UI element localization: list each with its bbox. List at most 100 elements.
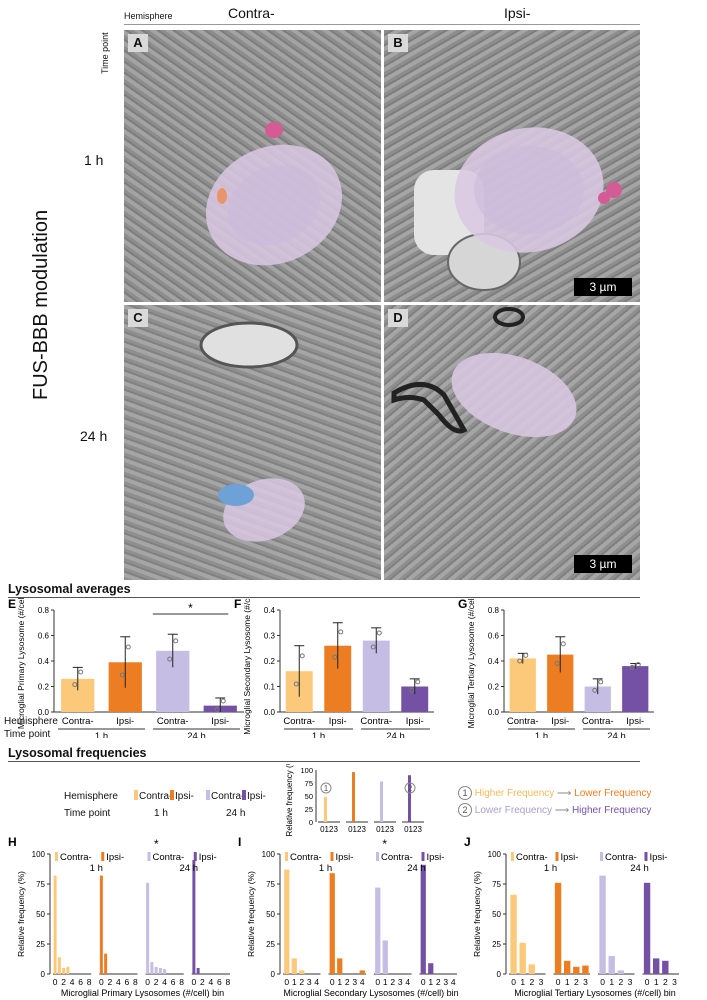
timepoint-label: Time point [100,32,110,74]
y-axis-label: Relative frequency (%) [16,871,26,957]
inline-legend-label: Contra- [290,852,322,863]
bar-g-0 [509,658,536,712]
freq-bar-i-3-1 [428,963,434,974]
micrograph-b-art [414,127,622,291]
bin-tick-label: 6 [78,977,83,987]
data-point [338,629,344,635]
bin-tick-label: 2 [108,977,113,987]
freq-bar-h-1-1 [104,953,108,974]
freq-bar-j-3-2 [662,960,669,974]
inset-x-tick-label: 0123 [376,825,394,834]
panel-letter-i: I [238,836,241,849]
bin-tick-label: 0 [192,977,197,987]
panel-letter-c: C [128,309,148,327]
data-point [415,679,421,685]
bar-g-3 [622,666,649,712]
inset-marker-1 [320,782,332,794]
data-point [517,658,523,664]
averages-divider [8,597,640,598]
data-point [220,698,226,704]
inset-bar-1 [352,772,355,822]
data-point [370,644,376,650]
bin-tick-label: 4 [209,977,214,987]
inline-legend-swatch [555,852,559,861]
micrograph-panel-d: D 3 µm [384,305,640,580]
inline-timepoint-1h: 1 h [90,863,103,874]
y-axis-label: Microglial Secondary Lysosome (#/cell) [242,598,252,735]
freq-bar-j-2-0 [599,875,606,974]
inset-bar-0 [324,797,327,822]
bin-tick-label: 2 [529,977,534,987]
bin-tick-label: 2 [154,977,159,987]
freq-bar-h-2-2 [154,966,158,974]
freq-bar-i-0-0 [284,869,290,974]
x-axis-label: Microglial Tertiary Lysosomes (#/cell) b… [514,988,676,998]
y-tick-label: 0.1 [264,683,276,692]
x-tick-label: Ipsi- [329,716,347,727]
bin-tick-label: 8 [133,977,138,987]
inline-legend-swatch [147,852,151,861]
x-axis-label: Microglial Primary Lysosomes (#/cell) bi… [61,988,224,998]
inline-legend-label: Contra- [60,852,92,863]
legend-swatch [242,790,246,800]
bin-tick-label: 0 [511,977,516,987]
timepoint-label-24h: 24 h [187,731,206,738]
x-axis-label: Microglial Secondary Lysosomes (#/cell) … [283,988,458,998]
data-point [167,656,173,662]
data-point [629,664,635,670]
inset-x-tick-label: 0123 [404,825,422,834]
freq-bar-i-2-1 [382,940,388,974]
data-point [592,687,598,693]
y-tick-label: 0 [271,970,276,979]
y-tick-label: 0.8 [488,606,500,615]
panel-letter-a: A [128,34,148,52]
note2-lower: Lower Frequency [474,805,553,816]
data-point [409,687,415,693]
freq-bar-j-1-1 [563,960,571,974]
inset-bar-2 [380,781,383,822]
data-point [554,661,560,667]
freq-bar-h-0-3 [66,966,70,974]
x-tick-label: Contra- [157,716,189,727]
bin-tick-label: 6 [217,977,222,987]
bin-tick-label: 4 [70,977,75,987]
bin-tick-label: 4 [162,977,167,987]
bin-tick-label: 4 [116,977,121,987]
averages-charts: E 0.0 0.2 0.4 0.6 0.8 Microglial Primary Lysos… [8,598,654,738]
note1-arrow-icon: ⟶ [557,788,572,799]
y-tick-label: 75 [492,880,501,889]
inline-timepoint-1h: 1 h [319,863,332,874]
note2-higher: Higher Frequency [571,805,652,816]
note1-lower: Lower Frequency [574,788,652,799]
y-tick-label: 0.6 [38,632,50,641]
inline-legend-swatch [376,852,379,861]
scale-bar-d: 3 µm [574,555,632,573]
bin-tick-label: 1 [292,977,297,987]
bin-tick-label: 0 [645,977,650,987]
inline-legend-swatch [511,852,514,861]
freq-legend: Contra- Ipsi- Contra- Ipsi- 1 h 24 h [134,790,274,820]
data-point [78,669,84,675]
y-tick-label: 100 [32,850,46,859]
inline-legend-swatch [101,852,105,861]
freq-bar-j-1-3 [582,965,589,974]
legend-swatch [134,790,138,800]
freq-bar-i-0-1 [291,958,297,974]
freq-bar-j-0-0 [510,894,517,974]
bin-tick-label: 0 [330,977,335,987]
note2-number: 2 [458,803,472,817]
y-tick-label: 25 [266,940,275,949]
inline-legend-swatch [55,852,58,861]
bin-tick-label: 4 [405,977,410,987]
bin-tick-label: 6 [171,977,176,987]
timepoint-label-24h: 24 h [607,731,626,738]
micrograph-panel-c: C [124,305,381,580]
freq-bar-i-0-2 [299,970,305,974]
inline-timepoint-24h: 24 h [407,863,426,874]
data-point [293,681,299,687]
y-tick-label: 0.4 [38,657,50,666]
inset-marker-1-label: 1 [324,784,329,793]
hemisphere-label: Hemisphere [124,11,173,21]
freq-bar-j-0-2 [528,964,536,974]
legend-label: Ipsi- [247,791,266,802]
